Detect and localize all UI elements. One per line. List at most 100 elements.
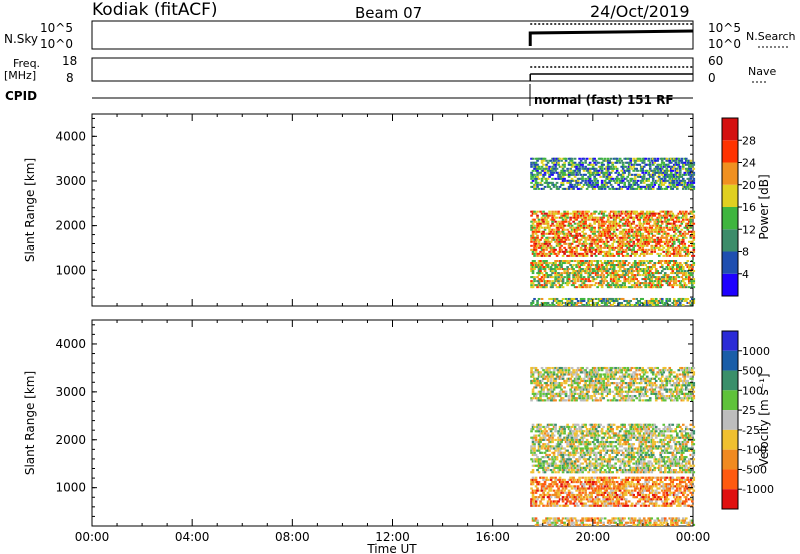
echo-cell — [653, 181, 657, 184]
echo-cell — [684, 212, 688, 215]
echo-cell — [533, 496, 536, 499]
echo-cell — [599, 430, 602, 433]
echo-cell — [546, 496, 550, 499]
echo-cell — [584, 179, 587, 182]
echo-cell — [654, 504, 658, 507]
echo-cell — [602, 242, 605, 245]
echo-cell — [606, 264, 610, 267]
echo-cell — [680, 276, 684, 279]
echo-cell — [569, 248, 572, 251]
echo-cell — [681, 493, 685, 497]
echo-cell — [660, 480, 664, 484]
echo-cell — [690, 485, 694, 488]
echo-cell — [678, 478, 682, 481]
echo-cell — [531, 449, 535, 452]
echo-cell — [632, 159, 635, 162]
echo-cell — [678, 179, 682, 182]
echo-cell — [572, 274, 575, 277]
echo-cell — [533, 504, 536, 507]
echo-cell — [582, 496, 586, 499]
echo-cell — [579, 260, 583, 263]
echo-cell — [548, 169, 551, 172]
echo-cell — [633, 260, 637, 263]
echo-cell — [602, 478, 605, 481]
echo-cell — [606, 286, 610, 289]
echo-cell — [692, 476, 696, 479]
echo-cell — [654, 226, 658, 229]
echo-cell — [537, 425, 541, 429]
echo-cell — [563, 498, 566, 501]
echo-cell — [584, 236, 587, 239]
echo-cell — [534, 177, 538, 180]
echo-cell — [606, 244, 610, 247]
echo-cell — [657, 232, 661, 235]
echo-cell — [683, 181, 687, 184]
echo-cell — [602, 458, 605, 461]
echo-cell — [648, 218, 652, 221]
echo-cell — [597, 491, 601, 494]
echo-cell — [665, 234, 669, 237]
echo-cell — [660, 276, 664, 279]
echo-cell — [542, 498, 545, 501]
echo-cell — [581, 167, 584, 170]
echo-cell — [687, 169, 691, 172]
echo-cell — [620, 297, 623, 300]
echo-cell — [573, 286, 577, 289]
echo-cell — [647, 480, 651, 484]
echo-cell — [599, 297, 602, 300]
echo-cell — [621, 272, 625, 275]
echo-cell — [545, 430, 548, 433]
echo-cell — [569, 280, 572, 283]
echo-cell — [543, 254, 547, 257]
echo-cell — [600, 165, 604, 168]
echo-cell — [585, 242, 589, 245]
echo-cell — [596, 260, 599, 263]
echo-cell — [578, 212, 581, 215]
echo-cell — [560, 280, 563, 283]
echo-cell — [669, 244, 673, 247]
echo-cell — [635, 264, 639, 267]
echo-cell — [680, 284, 684, 287]
echo-cell — [674, 224, 678, 227]
echo-cell — [531, 504, 535, 507]
echo-cell — [588, 171, 592, 174]
echo-cell — [674, 493, 678, 497]
echo-cell — [557, 478, 560, 481]
echo-cell — [594, 468, 598, 472]
echo-cell — [612, 179, 616, 182]
echo-cell — [555, 157, 559, 160]
echo-cell — [632, 183, 635, 186]
echo-cell — [648, 185, 652, 188]
echo-cell — [641, 476, 645, 479]
echo-cell — [611, 185, 614, 188]
echo-cell — [587, 493, 590, 497]
echo-cell — [668, 487, 672, 490]
echo-cell — [639, 187, 643, 190]
echo-cell — [567, 187, 571, 190]
echo-cell — [591, 425, 595, 429]
echo-cell — [536, 487, 539, 490]
echo-cell — [642, 254, 646, 257]
echo-cell — [582, 222, 586, 225]
echo-cell — [638, 270, 642, 273]
echo-cell — [627, 216, 631, 219]
echo-cell — [564, 502, 568, 505]
echo-cell — [633, 266, 637, 269]
echo-cell — [563, 478, 566, 481]
echo-cell — [606, 234, 610, 237]
echo-cell — [681, 272, 685, 275]
echo-cell — [579, 262, 583, 265]
echo-cell — [554, 163, 557, 166]
echo-cell — [627, 165, 631, 168]
echo-cell — [648, 276, 652, 279]
echo-cell — [666, 173, 670, 176]
echo-cell — [588, 260, 592, 263]
echo-cell — [537, 187, 541, 190]
echo-cell — [606, 159, 610, 162]
echo-cell — [557, 226, 560, 229]
echo-cell — [554, 260, 557, 263]
echo-cell — [602, 268, 605, 271]
echo-cell — [530, 430, 533, 433]
echo-cell — [684, 226, 688, 229]
echo-cell — [563, 214, 566, 217]
